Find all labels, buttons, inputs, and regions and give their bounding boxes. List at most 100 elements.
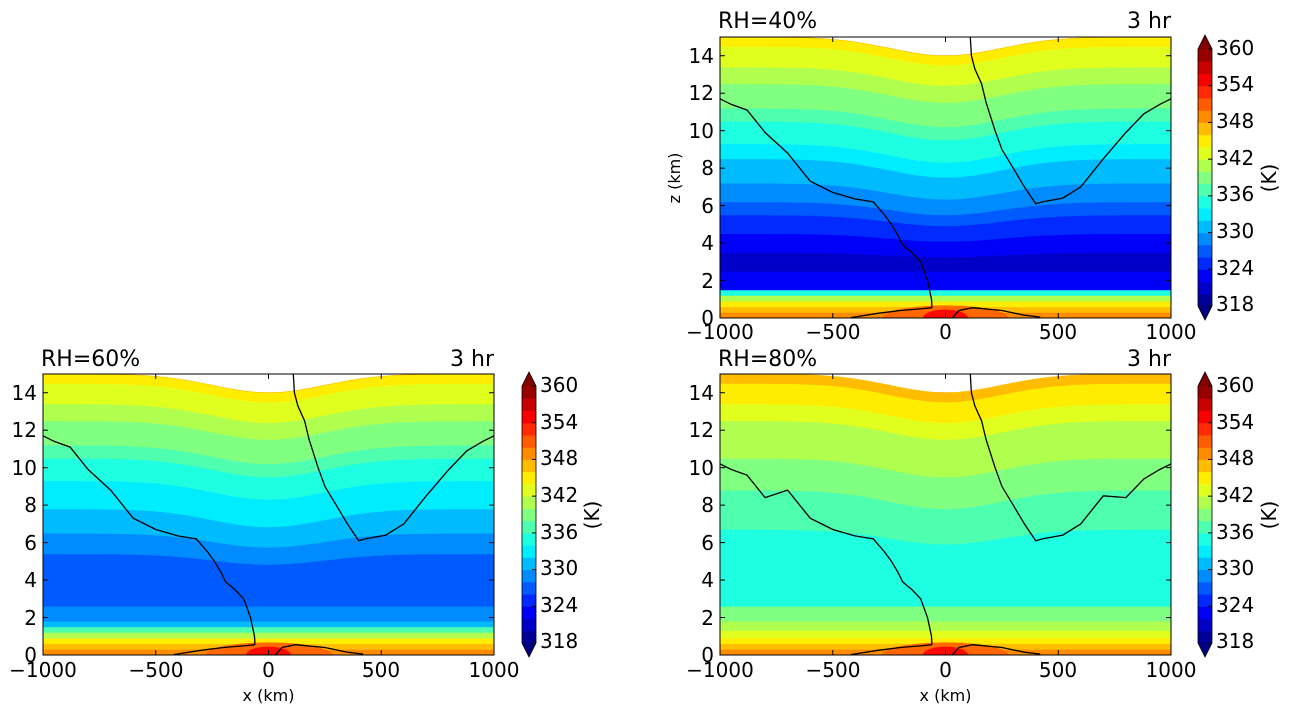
colorbar-segment [1198,281,1212,295]
surface-contour-left [173,644,256,655]
colorbar-segment [1198,410,1212,424]
contour-band [43,626,494,633]
colorbar-segment [1198,594,1212,607]
plot-area [43,374,494,655]
colorbar-segment [522,434,536,448]
colorbar-segment [1198,422,1212,436]
colorbar-segment [1198,496,1212,509]
surface-contour-right [274,644,364,655]
colorbar-segment [1198,183,1212,197]
colorbar-segment [522,410,536,424]
colorbar-segment [522,398,536,411]
colorbar-segment [1198,606,1212,620]
colorbar-segment [1198,618,1212,632]
colorbar-segment [1198,293,1212,307]
colorbar-segment [1198,508,1212,522]
chart-panel [719,371,1213,658]
contour-line-left [43,435,256,645]
colorbar-segment [1198,269,1212,283]
contour-band [43,374,494,394]
contour-band [720,37,1171,57]
contour-band [720,270,1171,291]
colorbar-segment [1198,85,1212,99]
colorbar-segment [1198,134,1212,148]
colorbar-segment [522,545,536,558]
surface-contour-right [951,307,1041,318]
colorbar-segment [1198,73,1212,87]
contour-band [720,630,1171,639]
colorbar-segment [1198,49,1212,62]
contour-band [720,605,1171,622]
colorbar-segment [1198,569,1212,583]
colorbar-segment [522,532,536,546]
colorbar-segment [1198,581,1212,595]
colorbar-segment [1198,557,1212,571]
contour-line-left [720,463,933,645]
colorbar-segment [522,606,536,620]
colorbar-segment [1198,398,1212,411]
colorbar-segment [1198,257,1212,270]
colorbar-segment [522,557,536,571]
colorbar-segment [522,581,536,595]
surface-contour-right [951,644,1041,655]
plot-area [720,374,1171,655]
colorbar-segment [1198,122,1212,136]
colorbar-segment [522,618,536,632]
colorbar-segment [522,496,536,509]
colorbar-segment [1198,520,1212,534]
contour-line-left [720,98,933,308]
contour-band [43,632,494,639]
colorbar-segment [1198,208,1212,221]
surface-contour-left [850,307,933,318]
colorbar-segment [522,630,536,644]
colorbar-segment [1198,630,1212,644]
colorbar-segment [1198,61,1212,74]
colorbar-segment [522,471,536,485]
colorbar-segment [1198,532,1212,546]
colorbar-segment [1198,97,1212,111]
colorbar-segment [1198,483,1212,497]
surface-contour-left [850,644,933,655]
colorbar-segment [1198,447,1212,460]
contour-band [43,620,494,628]
colorbar-extend-max [522,372,536,386]
contour-band [720,374,1171,394]
colorbar-segment [522,422,536,436]
colorbar-extend-min [522,643,536,657]
colorbar-segment [522,386,536,399]
colorbar-segment [1198,159,1212,172]
colorbar-segment [1198,220,1212,234]
colorbar-segment [522,459,536,473]
contour-band [43,605,494,622]
chart-panel [42,371,537,658]
colorbar-segment [1198,471,1212,485]
colorbar-segment [522,520,536,534]
colorbar-segment [1198,434,1212,448]
colorbar-segment [522,594,536,607]
colorbar-segment [1198,146,1212,160]
colorbar-segment [1198,459,1212,473]
colorbar-segment [1198,232,1212,246]
colorbar-segment [1198,195,1212,209]
colorbar-segment [522,569,536,583]
contour-band [720,289,1171,296]
contour-line-right [292,374,494,542]
colorbar-segment [522,447,536,460]
colorbar-segment [522,508,536,522]
plot-area [720,37,1171,318]
colorbar-segment [1198,545,1212,558]
colorbar-extend-min [1198,643,1212,657]
colorbar-extend-min [1198,306,1212,320]
colorbar-segment [522,483,536,497]
colorbar-segment [1198,386,1212,399]
colorbar-segment [1198,171,1212,185]
colorbar-segment [1198,244,1212,258]
contour-line-right [969,37,1171,205]
colorbar-segment [1198,110,1212,123]
colorbar-extend-max [1198,372,1212,386]
chart-panel [719,34,1213,321]
contour-band [720,295,1171,302]
contour-band [720,620,1171,631]
colorbar-extend-max [1198,35,1212,49]
contour-line-right [969,374,1171,542]
